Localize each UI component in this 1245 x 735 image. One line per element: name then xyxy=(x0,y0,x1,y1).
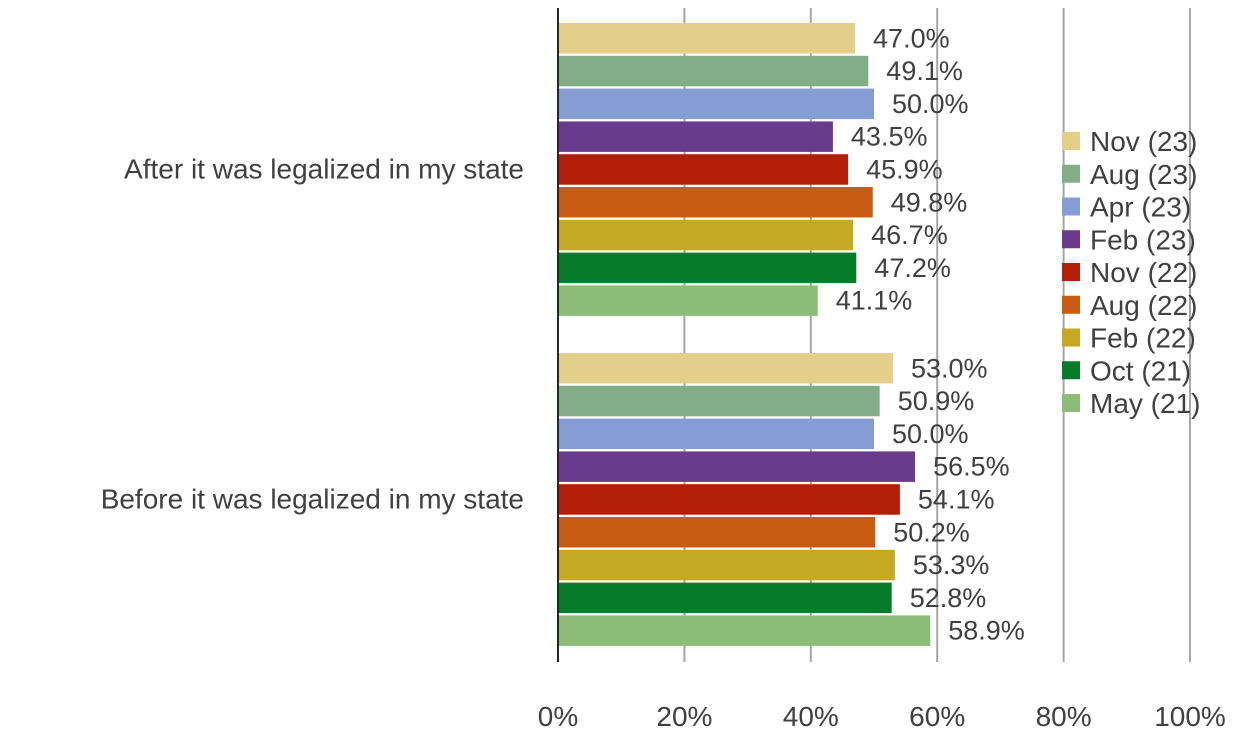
legend-swatch xyxy=(1062,132,1080,150)
bar xyxy=(558,121,833,152)
data-label: 50.0% xyxy=(892,419,969,449)
data-label: 50.0% xyxy=(892,89,969,119)
data-label: 50.9% xyxy=(898,386,975,416)
data-label: 52.8% xyxy=(910,583,987,613)
bar xyxy=(558,418,874,450)
bar xyxy=(558,88,874,120)
bar xyxy=(558,385,880,417)
x-tick-label: 0% xyxy=(538,701,578,730)
bar xyxy=(558,187,873,218)
legend-label: Feb (22) xyxy=(1090,323,1196,354)
bar xyxy=(558,285,818,316)
data-label: 53.0% xyxy=(911,353,988,383)
x-tick-label: 60% xyxy=(909,701,965,730)
bar xyxy=(558,55,869,87)
data-label: 53.3% xyxy=(913,550,990,580)
legend-label: Apr (23) xyxy=(1090,192,1191,223)
bar xyxy=(558,451,916,482)
legend-label: Nov (22) xyxy=(1090,257,1197,288)
data-label: 46.7% xyxy=(871,220,948,250)
data-label: 41.1% xyxy=(836,286,913,316)
category-label: After it was legalized in my state xyxy=(124,153,524,184)
legend-label: Aug (23) xyxy=(1090,159,1197,190)
bar xyxy=(558,549,895,581)
bar xyxy=(558,615,931,646)
bar xyxy=(558,23,856,54)
bar xyxy=(558,154,849,185)
data-label: 58.9% xyxy=(948,616,1025,646)
legend-label: May (21) xyxy=(1090,388,1200,419)
bar xyxy=(558,219,854,251)
data-label: 43.5% xyxy=(851,122,928,152)
category-label: Before it was legalized in my state xyxy=(101,483,524,514)
legend-swatch xyxy=(1062,230,1080,249)
x-tick-label: 100% xyxy=(1154,701,1226,730)
data-label: 47.2% xyxy=(874,253,951,283)
legend-label: Oct (21) xyxy=(1090,355,1191,386)
data-label: 49.1% xyxy=(886,56,963,86)
x-tick-label: 40% xyxy=(783,701,839,730)
legend-swatch xyxy=(1062,164,1080,183)
data-label: 45.9% xyxy=(866,154,943,184)
legend-swatch xyxy=(1062,295,1080,314)
legend-swatch xyxy=(1062,394,1080,412)
legend-swatch xyxy=(1062,263,1080,281)
data-label: 47.0% xyxy=(873,23,950,53)
legend-swatch xyxy=(1062,197,1080,216)
bar xyxy=(558,353,893,384)
legend-label: Aug (22) xyxy=(1090,290,1197,321)
legend-label: Nov (23) xyxy=(1090,126,1197,157)
x-tick-label: 80% xyxy=(1036,701,1092,730)
bar xyxy=(558,252,857,284)
legend-swatch xyxy=(1062,361,1080,380)
legend-swatch xyxy=(1062,328,1080,347)
data-label: 50.2% xyxy=(893,517,970,547)
bar xyxy=(558,517,876,548)
x-tick-label: 20% xyxy=(656,701,712,730)
bar xyxy=(558,582,892,614)
bar xyxy=(558,484,900,515)
data-label: 56.5% xyxy=(933,452,1010,482)
data-label: 54.1% xyxy=(918,484,995,514)
legend-label: Feb (23) xyxy=(1090,224,1196,255)
data-label: 49.8% xyxy=(891,187,968,217)
